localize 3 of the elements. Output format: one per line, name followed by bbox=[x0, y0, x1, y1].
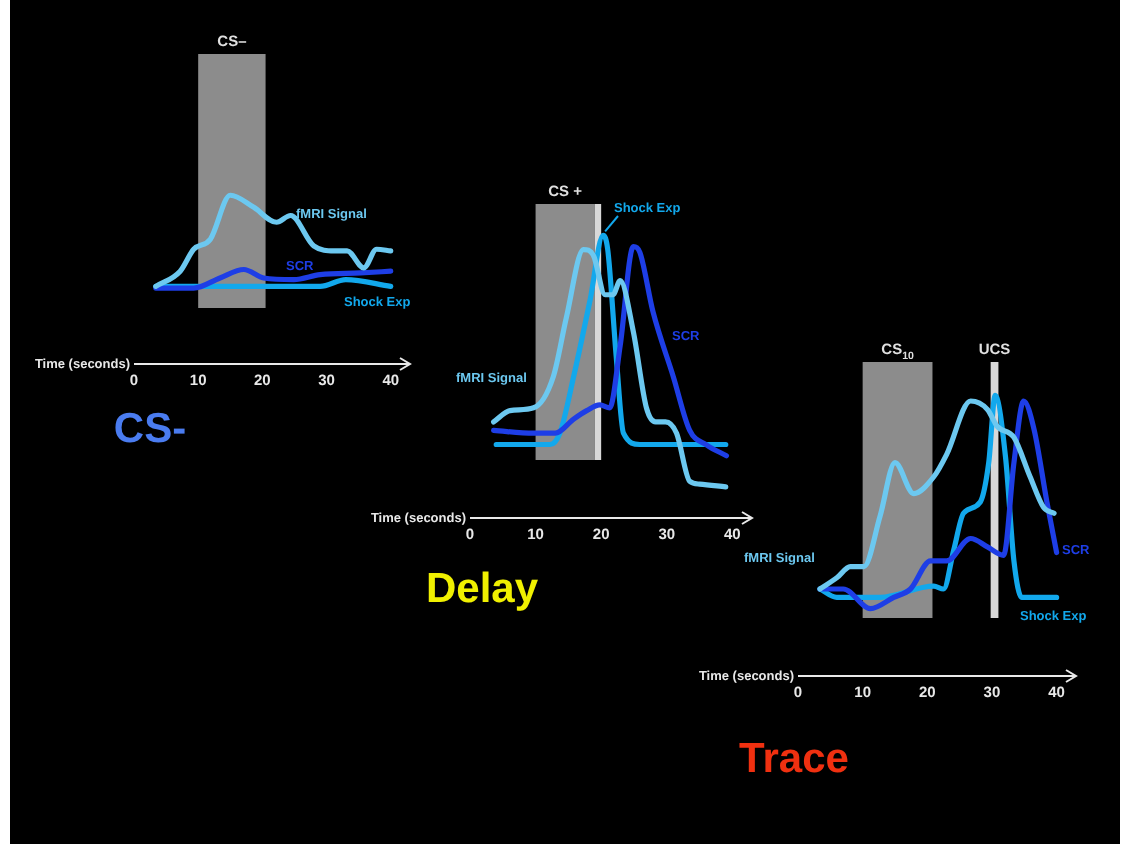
text: CS- bbox=[113, 406, 187, 454]
text: Delay bbox=[425, 566, 539, 614]
text: Trace bbox=[739, 736, 849, 784]
